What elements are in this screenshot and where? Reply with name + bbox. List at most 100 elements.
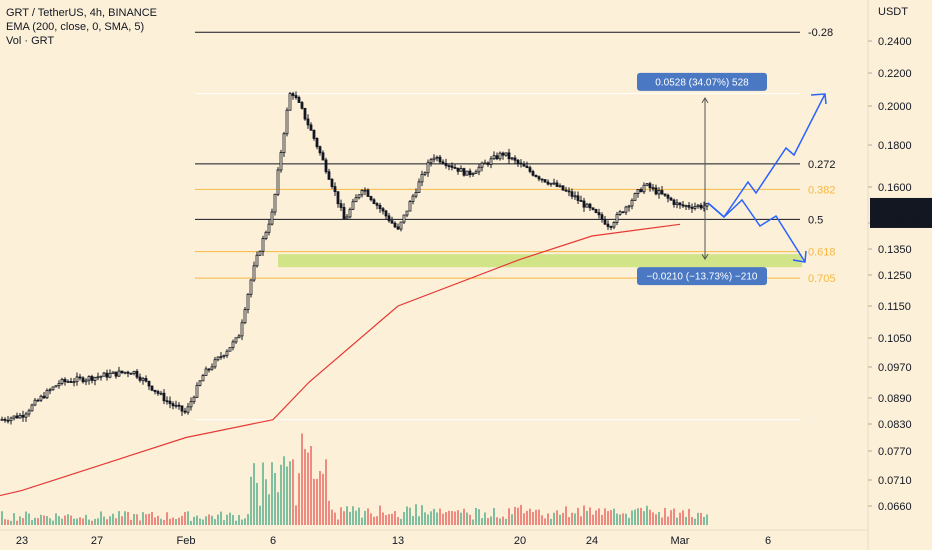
- volume-bar: [211, 515, 213, 525]
- candle-body: [9, 417, 13, 422]
- candle-body: [669, 197, 673, 201]
- candle-body: [621, 211, 625, 214]
- candle-body: [75, 376, 79, 383]
- candle-body: [552, 182, 556, 185]
- candle-body: [570, 191, 574, 197]
- volume-bar: [367, 508, 369, 525]
- volume-bar: [694, 518, 696, 525]
- candle-body: [603, 219, 607, 225]
- candle-body: [309, 124, 313, 131]
- volume-bar: [205, 516, 207, 525]
- candle-body: [618, 211, 622, 215]
- candle-body: [564, 189, 568, 192]
- candle-body: [627, 205, 631, 208]
- candle-body: [201, 375, 205, 382]
- candle-body: [483, 162, 487, 165]
- candle-body: [156, 391, 160, 394]
- candle-body: [495, 155, 499, 160]
- date-tick-23: 23: [16, 535, 28, 547]
- candle-body: [249, 279, 253, 295]
- volume-bar: [637, 508, 639, 525]
- volume-bar: [580, 516, 582, 525]
- volume-bar: [688, 508, 690, 525]
- volume-bar: [49, 518, 51, 525]
- volume-bar: [91, 520, 93, 525]
- volume-bar: [52, 520, 54, 525]
- legend-volume: Vol · GRT: [6, 35, 55, 47]
- candle-body: [69, 381, 73, 383]
- volume-bar: [139, 520, 141, 525]
- candle-body: [513, 157, 517, 161]
- volume-bar: [142, 512, 144, 525]
- volume-bar: [493, 507, 495, 525]
- volume-bar: [337, 519, 339, 525]
- candle-body: [114, 371, 118, 377]
- candle-body: [333, 186, 337, 193]
- volume-bar: [295, 505, 297, 525]
- volume-bar: [478, 509, 480, 525]
- volume-bar: [256, 482, 258, 525]
- volume-bar: [31, 520, 33, 525]
- volume-bar: [451, 511, 453, 525]
- volume-bar: [391, 513, 393, 525]
- volume-bar: [157, 515, 159, 525]
- volume-bar: [619, 514, 621, 525]
- measure-tools[interactable]: 0.0528 (34.07%) 528 −0.0210 (−13.73%) −21…: [637, 72, 767, 286]
- candle-body: [519, 162, 523, 165]
- ema-line: [0, 223, 681, 497]
- candle-body: [453, 167, 457, 169]
- volume-bar: [88, 519, 90, 525]
- candle-body: [384, 210, 388, 217]
- candle-body: [111, 371, 115, 374]
- candle-body: [684, 205, 688, 207]
- volume-bar: [136, 514, 138, 525]
- volume-bar: [448, 510, 450, 525]
- candle-body: [444, 163, 448, 167]
- volume-bar: [577, 507, 579, 525]
- candle-body: [477, 166, 481, 173]
- volume-bars: [1, 433, 708, 525]
- volume-bar: [220, 511, 222, 525]
- candle-body: [450, 165, 454, 168]
- volume-bar: [427, 514, 429, 525]
- volume-bar: [193, 516, 195, 525]
- candle-body: [141, 378, 145, 381]
- volume-bar: [496, 517, 498, 525]
- projection-down-path: [707, 198, 806, 263]
- volume-bar: [463, 508, 465, 525]
- candle-body: [78, 376, 82, 379]
- volume-bar: [706, 514, 708, 525]
- volume-bar: [574, 513, 576, 525]
- time-axis[interactable]: 23 27 Feb 6 13 20 24 Mar 6: [0, 529, 868, 547]
- candle-body: [108, 373, 112, 378]
- volume-bar: [340, 507, 342, 525]
- candle-body: [438, 156, 442, 163]
- price-tick-0.0660: 0.0660: [878, 501, 912, 513]
- candle-body: [624, 206, 628, 213]
- candle-body: [273, 193, 277, 213]
- candle-body: [294, 95, 298, 98]
- price-axis[interactable]: USDT0.24000.22000.20000.18000.16000.1450…: [867, 0, 932, 550]
- measure-down-label: −0.0210 (−13.73%) −210: [647, 272, 758, 283]
- fib-label-0.382: 0.382: [808, 184, 836, 196]
- volume-bar: [154, 517, 156, 525]
- projection-paths[interactable]: [707, 93, 827, 263]
- measure-down-box: [637, 267, 767, 286]
- volume-bar: [439, 508, 441, 525]
- fib-label-0.618: 0.618: [808, 247, 836, 259]
- volume-bar: [16, 520, 18, 525]
- candle-body: [21, 414, 25, 418]
- volume-bar: [541, 515, 543, 525]
- volume-bar: [22, 518, 24, 525]
- candle-body: [546, 181, 550, 185]
- volume-bar: [568, 517, 570, 525]
- volume-bar: [187, 511, 189, 525]
- candle-body: [240, 322, 244, 337]
- candle-body: [18, 414, 22, 419]
- price-tick-0.0970: 0.0970: [878, 362, 912, 374]
- candle-body: [276, 169, 280, 195]
- price-tick-0.1150: 0.1150: [878, 301, 911, 313]
- volume-bar: [79, 517, 81, 525]
